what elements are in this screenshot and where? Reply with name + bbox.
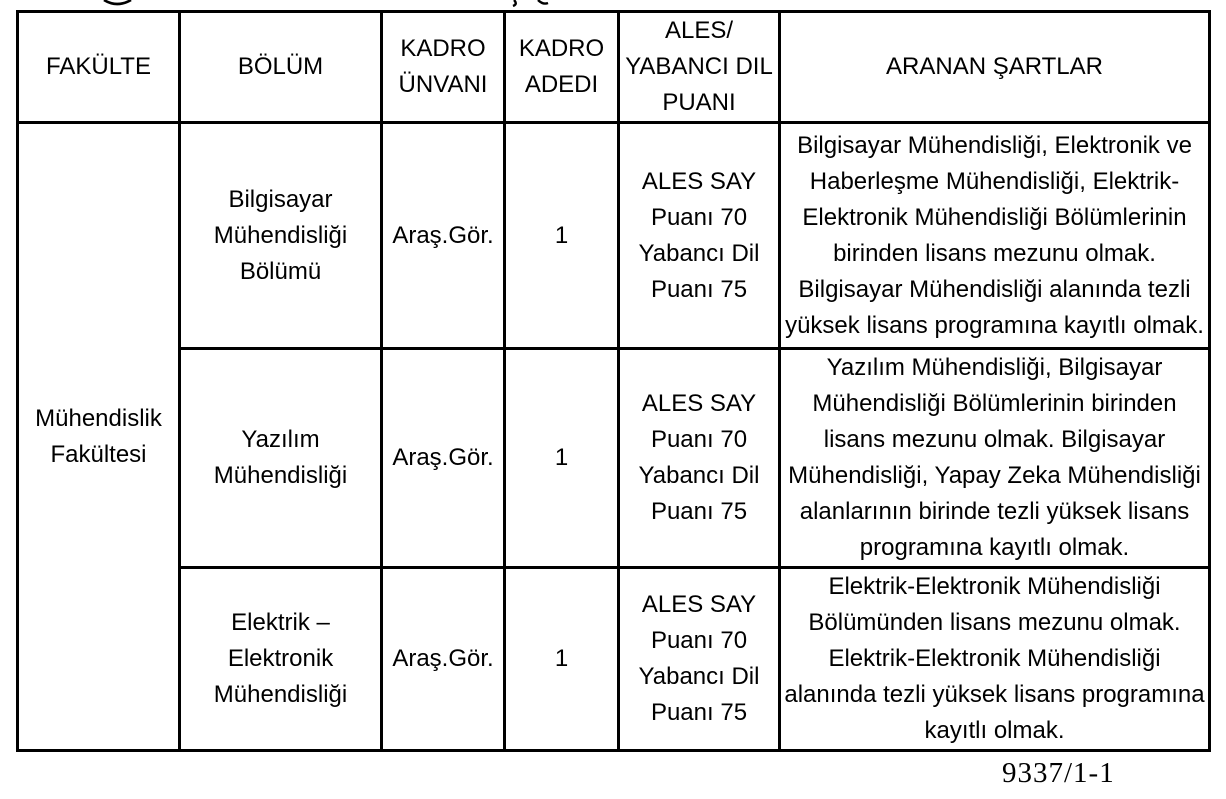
cell-kadro-adedi: 1 <box>503 566 620 752</box>
cell-kadro-unvani: Araş.Gör. <box>380 347 506 569</box>
header-cell-kadro-unvani: KADRO ÜNVANI <box>380 10 506 124</box>
cell-kadro-unvani: Araş.Gör. <box>380 121 506 350</box>
cell-ales-puani: ALES SAY Puanı 70 Yabancı Dil Puanı 75 <box>617 347 781 569</box>
header-cell-kadro-adedi: KADRO ADEDI <box>503 10 620 124</box>
table-row-yazilim-muhendisligi: Yazılım Mühendisliği Araş.Gör. 1 ALES SA… <box>18 347 1211 569</box>
table-row-bilgisayar-muhendisligi: Mühendislik Fakültesi Bilgisayar Mühendi… <box>16 121 1211 752</box>
header-cell-ales-yabanci-dil-puani: ALES/ YABANCI DIL PUANI <box>617 10 781 124</box>
header-row: FAKÜLTE BÖLÜM KADRO ÜNVANI KADRO ADEDI A… <box>16 10 1211 124</box>
cell-kadro-adedi: 1 <box>503 347 620 569</box>
cell-bolum: Elektrik – Elektronik Mühendisliği <box>178 566 383 752</box>
clipped-text-remnant <box>103 0 549 7</box>
table-row-elektrik-elektronik-muhendisligi: Elektrik – Elektronik Mühendisliği Araş.… <box>18 566 1211 752</box>
cell-ales-puani: ALES SAY Puanı 70 Yabancı Dil Puanı 75 <box>617 566 781 752</box>
cell-kadro-unvani: Araş.Gör. <box>380 566 506 752</box>
cell-ales-puani: ALES SAY Puanı 70 Yabancı Dil Puanı 75 <box>617 121 781 350</box>
announcement-number: 9337/1-1 <box>1002 757 1115 789</box>
faculty-cell: Mühendislik Fakültesi <box>16 121 181 752</box>
cell-aranan-sartlar: Yazılım Mühendisliği, Bilgisayar Mühendi… <box>778 347 1211 569</box>
cell-bolum: Yazılım Mühendisliği <box>178 347 383 569</box>
cell-bolum: Bilgisayar Mühendisliği Bölümü <box>178 121 383 350</box>
cell-kadro-adedi: 1 <box>503 121 620 350</box>
cell-aranan-sartlar: Bilgisayar Mühendisliği, Elektronik ve H… <box>778 121 1211 350</box>
header-cell-fakulte: FAKÜLTE <box>16 10 181 124</box>
header-cell-bolum: BÖLÜM <box>178 10 383 124</box>
cell-aranan-sartlar: Elektrik-Elektronik Mühendisliği Bölümün… <box>778 566 1211 752</box>
job-postings-table: FAKÜLTE BÖLÜM KADRO ÜNVANI KADRO ADEDI A… <box>16 10 1211 752</box>
header-cell-aranan-sartlar: ARANAN ŞARTLAR <box>778 10 1211 124</box>
